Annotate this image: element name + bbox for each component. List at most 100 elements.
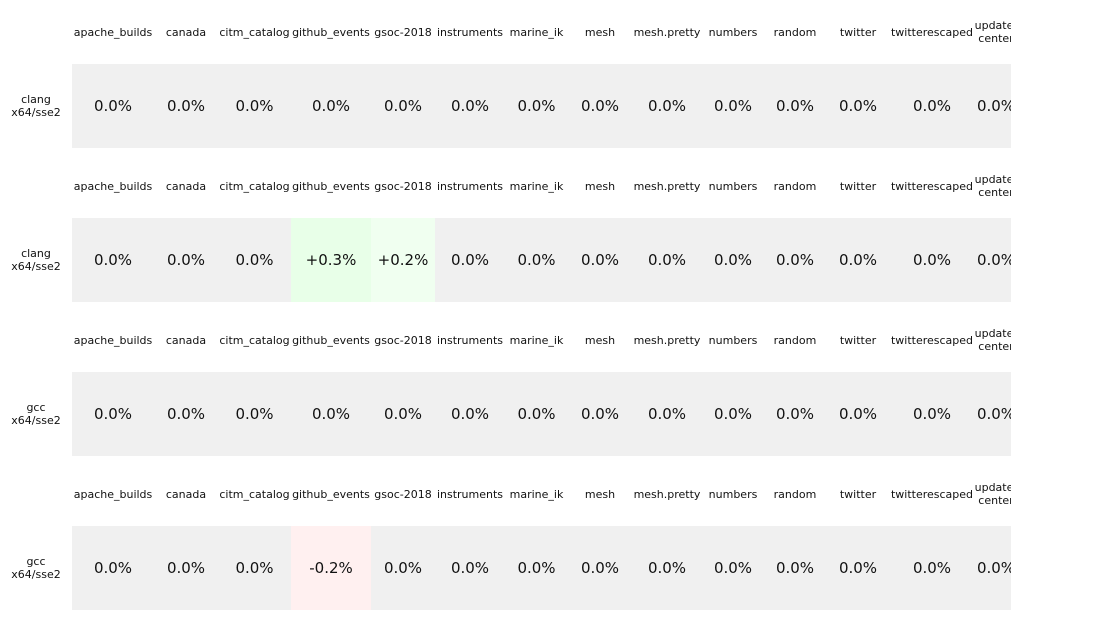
column-header: apache_builds	[73, 179, 153, 193]
column-header: twitter	[839, 333, 877, 347]
value-cell: 0.0%	[580, 559, 620, 577]
column-header: instruments	[436, 333, 504, 347]
value-cell: 0.0%	[912, 405, 952, 423]
value-cell: 0.0%	[713, 97, 753, 115]
column-header: random	[773, 333, 817, 347]
column-header: twitter	[839, 487, 877, 501]
value-cell: 0.0%	[93, 251, 133, 269]
value-cell: 0.0%	[383, 97, 423, 115]
column-header: gsoc-2018	[374, 25, 432, 39]
column-header: marine_ik	[509, 179, 564, 193]
table-panel: apache_builds canada citm_catalog github_ev…	[0, 154, 1011, 308]
column-header: mesh	[584, 25, 616, 39]
value-cell: 0.0%	[166, 97, 206, 115]
value-cell: 0.0%	[838, 559, 878, 577]
value-cell: 0.0%	[93, 405, 133, 423]
column-header: canada	[165, 25, 207, 39]
value-cell: 0.0%	[517, 97, 556, 115]
column-header: twitter	[839, 179, 877, 193]
value-cell: 0.0%	[838, 251, 878, 269]
value-cell: 0.0%	[647, 559, 687, 577]
column-header: update- center	[974, 327, 1011, 353]
column-header: apache_builds	[73, 25, 153, 39]
value-cell: 0.0%	[713, 405, 753, 423]
column-header: gsoc-2018	[374, 179, 432, 193]
column-header: apache_builds	[73, 333, 153, 347]
column-header: update- center	[974, 19, 1011, 45]
table-panel: apache_builds canada citm_catalog github_ev…	[0, 0, 1011, 154]
column-header: github_events	[292, 487, 370, 501]
row-label: gcc x64/sse2	[11, 555, 61, 581]
column-header: numbers	[708, 179, 758, 193]
row-label: gcc x64/sse2	[11, 401, 61, 427]
column-header: citm_catalog	[219, 179, 290, 193]
column-header: marine_ik	[509, 333, 564, 347]
column-header: gsoc-2018	[374, 333, 432, 347]
value-cell: 0.0%	[775, 97, 815, 115]
column-header: mesh.pretty	[633, 333, 701, 347]
column-header: update- center	[974, 481, 1011, 507]
column-header: numbers	[708, 333, 758, 347]
column-header: citm_catalog	[219, 333, 290, 347]
value-cell: 0.0%	[166, 405, 206, 423]
column-header: random	[773, 25, 817, 39]
column-header: canada	[165, 179, 207, 193]
value-cell: 0.0%	[93, 559, 133, 577]
row-label: clang x64/sse2	[11, 247, 61, 273]
value-cell: +0.3%	[291, 218, 371, 302]
value-cell: 0.0%	[838, 405, 878, 423]
column-header: apache_builds	[73, 487, 153, 501]
column-header: numbers	[708, 25, 758, 39]
value-cell: 0.0%	[647, 251, 687, 269]
value-cell: 0.0%	[450, 251, 490, 269]
value-cell: 0.0%	[775, 251, 815, 269]
column-header: instruments	[436, 179, 504, 193]
column-header: mesh	[584, 487, 616, 501]
value-cell: 0.0%	[976, 405, 1011, 423]
value-cell: 0.0%	[580, 405, 620, 423]
value-cell: 0.0%	[235, 97, 274, 115]
value-cell: 0.0%	[647, 405, 687, 423]
column-header: twitterescaped	[890, 179, 974, 193]
table-panel: apache_builds canada citm_catalog github_ev…	[0, 308, 1011, 462]
row-band	[72, 218, 1011, 302]
value-cell: 0.0%	[838, 97, 878, 115]
column-header: instruments	[436, 487, 504, 501]
value-cell: 0.0%	[976, 97, 1011, 115]
column-header: mesh.pretty	[633, 25, 701, 39]
value-cell: 0.0%	[311, 97, 351, 115]
value-cell: 0.0%	[912, 251, 952, 269]
value-cell: 0.0%	[517, 405, 556, 423]
value-cell: +0.2%	[371, 218, 435, 302]
column-header: marine_ik	[509, 487, 564, 501]
column-header: twitterescaped	[890, 333, 974, 347]
column-header: github_events	[292, 25, 370, 39]
row-band	[72, 64, 1011, 148]
value-cell: 0.0%	[383, 405, 423, 423]
value-cell: 0.0%	[647, 97, 687, 115]
column-header: citm_catalog	[219, 487, 290, 501]
column-header: twitterescaped	[890, 487, 974, 501]
value-cell: 0.0%	[713, 251, 753, 269]
value-cell: 0.0%	[912, 559, 952, 577]
value-cell: 0.0%	[517, 251, 556, 269]
row-band	[72, 372, 1011, 456]
column-header: random	[773, 179, 817, 193]
value-cell: -0.2%	[291, 526, 371, 610]
value-cell: 0.0%	[235, 559, 274, 577]
table-panel: apache_builds canada citm_catalog github_ev…	[0, 462, 1011, 616]
value-cell: 0.0%	[713, 559, 753, 577]
value-cell: 0.0%	[517, 559, 556, 577]
value-cell: 0.0%	[775, 405, 815, 423]
column-header: instruments	[436, 25, 504, 39]
row-band	[72, 526, 1011, 610]
row-label: clang x64/sse2	[11, 93, 61, 119]
value-cell: 0.0%	[912, 97, 952, 115]
column-header: mesh.pretty	[633, 179, 701, 193]
column-header: twitter	[839, 25, 877, 39]
column-header: canada	[165, 333, 207, 347]
value-cell: 0.0%	[383, 559, 423, 577]
column-header: twitterescaped	[890, 25, 974, 39]
value-cell: 0.0%	[450, 559, 490, 577]
column-header: update- center	[974, 173, 1011, 199]
